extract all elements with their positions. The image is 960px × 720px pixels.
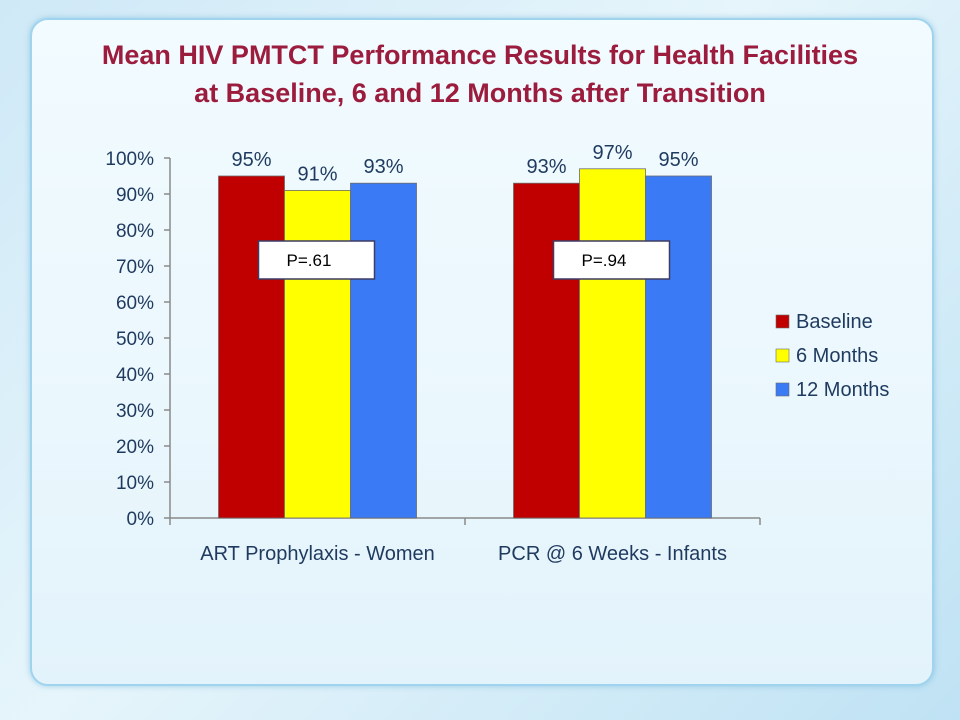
- bar-baseline: [513, 182, 580, 519]
- y-tick-label: 80%: [116, 221, 154, 242]
- data-label: 95%: [658, 149, 698, 171]
- y-tick-label: 90%: [116, 185, 154, 206]
- data-label: 91%: [297, 163, 337, 185]
- bar-6-months: [284, 189, 351, 519]
- y-tick-label: 40%: [116, 365, 154, 386]
- bar-12-months: [350, 182, 417, 519]
- legend-swatch: [775, 348, 790, 363]
- legend-label: 12 Months: [796, 379, 889, 401]
- y-tick-label: 70%: [116, 257, 154, 278]
- x-category-label: ART Prophylaxis - Women: [200, 543, 435, 565]
- legend-swatch: [775, 314, 790, 329]
- x-category-label: PCR @ 6 Weeks - Infants: [498, 543, 727, 565]
- legend-label: Baseline: [796, 311, 873, 333]
- chart-title-line-1: Mean HIV PMTCT Performance Results for H…: [101, 40, 859, 70]
- legend-label: 6 Months: [796, 345, 878, 367]
- legend-swatch: [775, 382, 790, 397]
- p-value-label: P=.61: [287, 251, 332, 270]
- p-value-box: [552, 240, 671, 280]
- data-label: 97%: [592, 142, 632, 164]
- chart-title-line-2: at Baseline, 6 and 12 Months after Trans…: [194, 78, 766, 108]
- chart-title: Mean HIV PMTCT Performance Results for H…: [0, 36, 960, 112]
- bar-baseline: [218, 175, 285, 519]
- y-tick-label: 60%: [116, 293, 154, 314]
- data-label: 93%: [526, 156, 566, 178]
- p-value-label: P=.94: [582, 251, 627, 270]
- bar-6-months: [579, 168, 646, 519]
- y-tick-label: 100%: [105, 149, 154, 170]
- y-tick-label: 10%: [116, 473, 154, 494]
- y-tick-label: 30%: [116, 401, 154, 422]
- data-label: 95%: [231, 149, 271, 171]
- data-label: 93%: [363, 156, 403, 178]
- p-value-box: [257, 240, 376, 280]
- y-tick-label: 20%: [116, 437, 154, 458]
- bar-12-months: [645, 175, 712, 519]
- y-tick-label: 0%: [127, 509, 155, 530]
- y-tick-label: 50%: [116, 329, 154, 350]
